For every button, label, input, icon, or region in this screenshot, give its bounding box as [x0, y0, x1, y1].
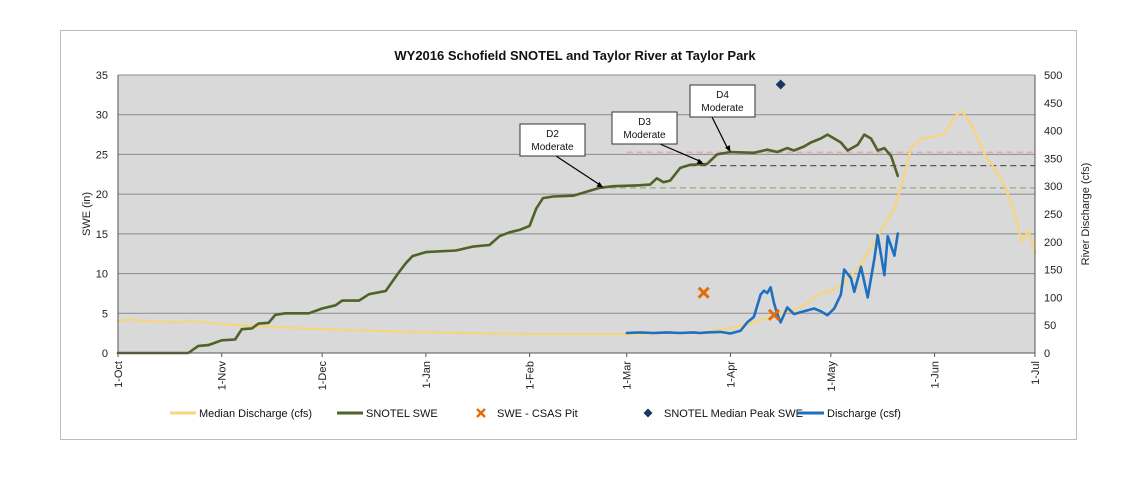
annotation-arrow [659, 143, 702, 163]
x-tick-label: 1-Jul [1030, 361, 1042, 385]
series-line-4 [625, 232, 900, 335]
legend-item-4: Discharge (csf) [798, 408, 901, 420]
y-right-tick-label: 50 [1044, 320, 1056, 332]
annotation-line1: D4 [716, 90, 729, 101]
annotation-d3: D3 Moderate [611, 111, 704, 164]
annotation-line2: Moderate [623, 130, 666, 141]
y-left-tick-label: 20 [96, 189, 108, 201]
legend-label: SNOTEL Median Peak SWE [664, 408, 803, 420]
marker-stroke [697, 286, 710, 299]
y-right-tick-label: 300 [1044, 181, 1062, 193]
x-tick-label: 1-Apr [725, 361, 737, 388]
annotation-arrow [711, 116, 729, 151]
marker-stroke [767, 308, 781, 321]
y-left-tick-label: 15 [96, 229, 108, 241]
y-axis-left-title: SWE (in) [81, 192, 93, 236]
y-left-tick-label: 0 [102, 348, 108, 360]
x-tick-label: 1-Dec [317, 361, 329, 391]
y-right-tick-label: 150 [1044, 265, 1062, 277]
legend-swatch [476, 408, 486, 418]
legend-item-1: SNOTEL SWE [337, 408, 438, 420]
csas-pit-marker [767, 308, 781, 321]
y-left-tick-label: 35 [96, 70, 108, 82]
y-right-tick-label: 200 [1044, 237, 1062, 249]
legend: Median Discharge (cfs) SNOTEL SWE SWE - CS… [170, 408, 901, 420]
annotation-arrow [555, 155, 602, 187]
y-right-tick-label: 450 [1044, 98, 1062, 110]
annotation-d4: D4 Moderate [689, 84, 756, 153]
plot-area [118, 75, 1035, 353]
y-right-tick-label: 500 [1044, 70, 1062, 82]
chart-title: WY2016 Schofield SNOTEL and Taylor River… [394, 48, 756, 63]
annotations: D2 Moderate D3 Moderate D4 Moderate [519, 84, 756, 188]
legend-label: SWE - CSAS Pit [497, 408, 578, 420]
x-tick-label: 1-May [826, 361, 838, 392]
annotation-line2: Moderate [531, 142, 574, 153]
legend-label: SNOTEL SWE [366, 408, 438, 420]
y-left-tick-label: 30 [96, 110, 108, 122]
y-right-tick-label: 350 [1044, 153, 1062, 165]
legend-label: Discharge (csf) [827, 408, 901, 420]
reference-lines [599, 151, 1035, 189]
annotation-box [689, 84, 756, 118]
x-tick-label: 1-Nov [217, 361, 229, 391]
series-line-0 [116, 109, 1037, 336]
annotation-line1: D3 [638, 117, 651, 128]
x-tick-label: 1-Oct [113, 361, 125, 388]
y-right-tick-label: 400 [1044, 126, 1062, 138]
series-line-1 [116, 133, 900, 355]
legend-swatch [643, 408, 653, 418]
arrow-head [725, 145, 731, 153]
csas-pit-marker [697, 286, 710, 299]
annotation-line2: Moderate [701, 103, 744, 114]
y-left-tick-label: 25 [96, 149, 108, 161]
legend-item-0: Median Discharge (cfs) [170, 408, 312, 420]
series-layer [116, 79, 1037, 355]
legend-label: Median Discharge (cfs) [199, 408, 312, 420]
x-tick-label: 1-Feb [525, 361, 537, 390]
arrow-head [696, 158, 704, 164]
y-right-tick-label: 100 [1044, 292, 1062, 304]
arrow-head [596, 181, 604, 188]
annotation-box [519, 123, 586, 157]
y-axis-right-title: River Discharge (cfs) [1080, 163, 1092, 266]
annotation-box [611, 111, 678, 145]
legend-item-3: SNOTEL Median Peak SWE [643, 408, 803, 420]
y-left-tick-label: 5 [102, 308, 108, 320]
annotation-line1: D2 [546, 129, 559, 140]
legend-item-2: SWE - CSAS Pit [476, 408, 578, 420]
median-peak-marker [775, 79, 786, 90]
x-tick-label: 1-Mar [622, 361, 634, 390]
y-right-tick-label: 0 [1044, 348, 1050, 360]
y-right-tick-label: 250 [1044, 209, 1062, 221]
axes: 0510152025303505010015020025030035040045… [96, 70, 1063, 392]
y-left-tick-label: 10 [96, 269, 108, 281]
x-tick-label: 1-Jun [930, 361, 942, 389]
x-tick-label: 1-Jan [421, 361, 433, 389]
annotation-d2: D2 Moderate [519, 123, 604, 188]
